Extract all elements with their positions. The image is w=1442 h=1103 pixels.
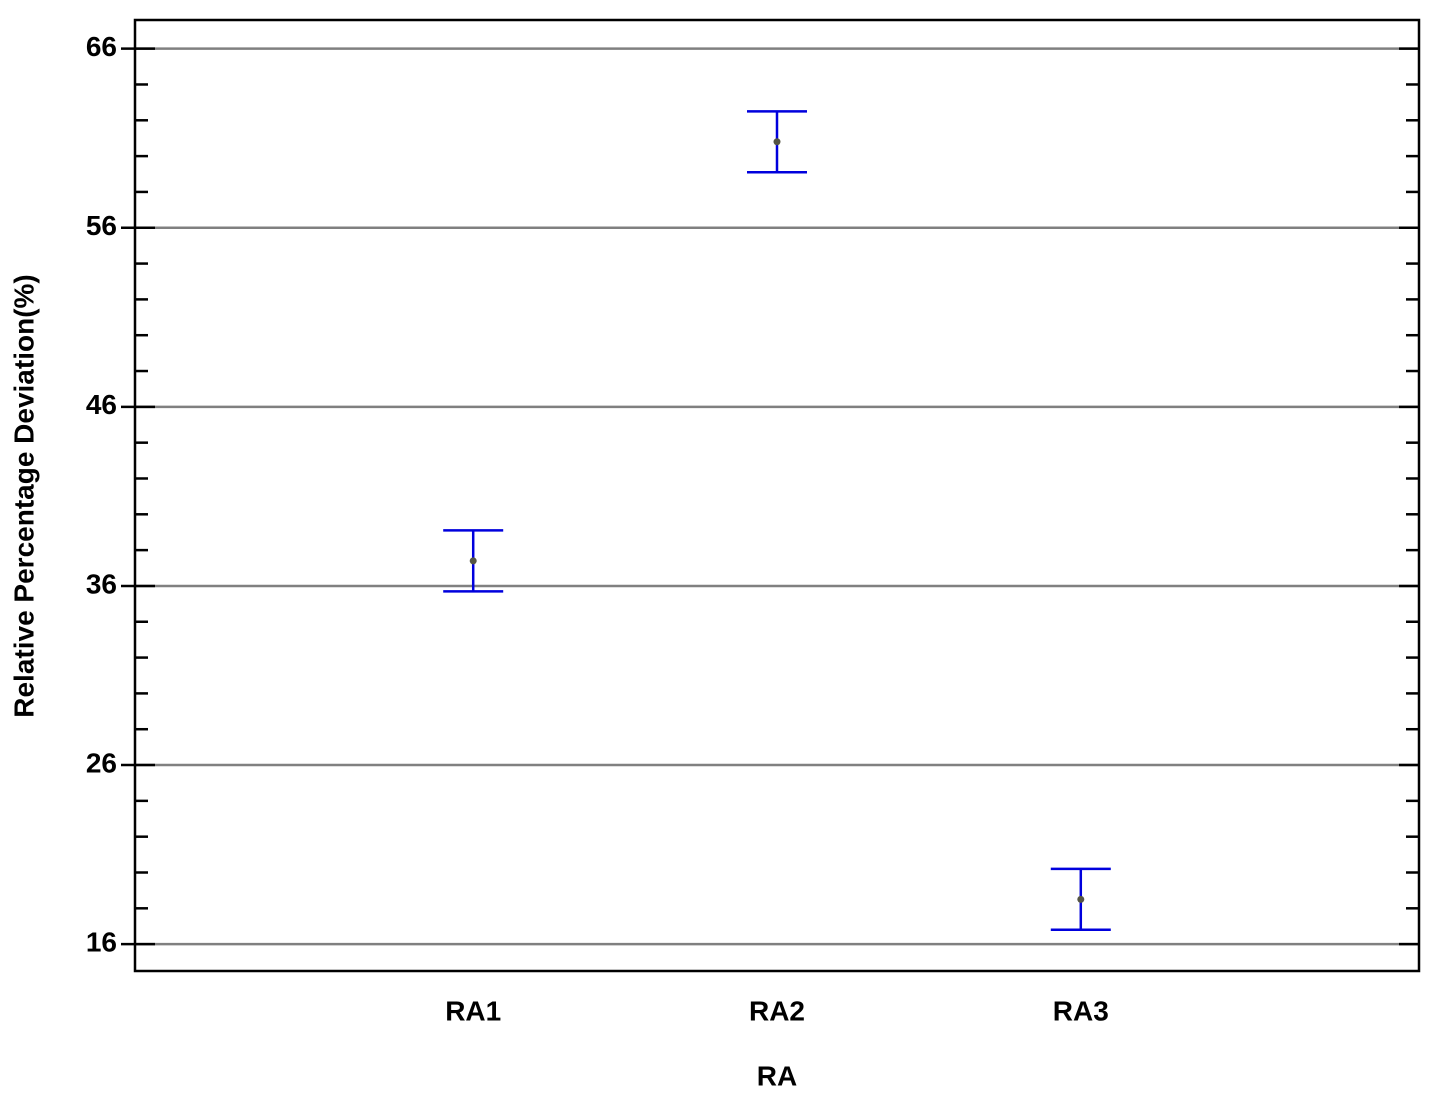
x-tick-label: RA1	[445, 995, 501, 1026]
mean-point	[469, 557, 477, 565]
y-tick-label: 16	[86, 927, 117, 958]
y-axis-label: Relative Percentage Deviation(%)	[8, 274, 39, 718]
y-tick-label: 56	[86, 210, 117, 241]
y-tick-label: 66	[86, 31, 117, 62]
y-tick-label: 46	[86, 389, 117, 420]
mean-point	[773, 138, 781, 146]
x-tick-label: RA3	[1053, 995, 1109, 1026]
plot-frame	[133, 18, 1421, 973]
x-axis-label: RA	[757, 1060, 797, 1091]
mean-point	[1077, 895, 1085, 903]
x-tick-label: RA2	[749, 995, 805, 1026]
y-tick-label: 26	[86, 747, 117, 778]
y-tick-label: 36	[86, 568, 117, 599]
